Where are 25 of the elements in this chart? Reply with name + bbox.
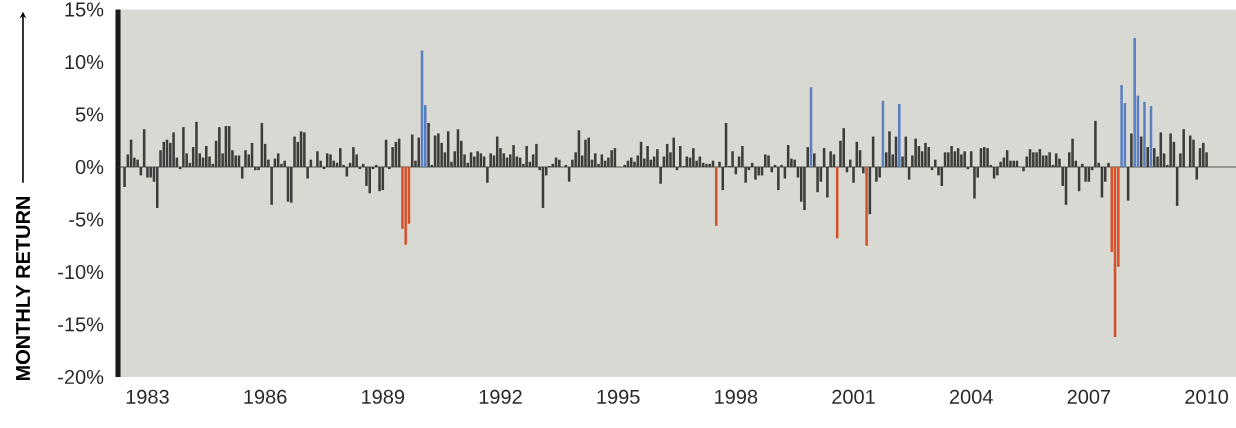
x-tick-label: 2007 — [1067, 389, 1111, 404]
bar — [865, 167, 868, 246]
y-tick-label: 10% — [65, 54, 104, 70]
x-tick-label: 1989 — [362, 389, 405, 404]
bar — [404, 167, 407, 245]
y-axis-title: MONTHLY RETURN — [15, 196, 31, 381]
x-tick-label: 1995 — [597, 389, 640, 404]
bar — [1133, 37, 1136, 168]
y-tick-label: -10% — [58, 264, 104, 280]
x-tick-label: 2001 — [832, 389, 875, 404]
x-tick-label: 1983 — [126, 389, 169, 404]
y-tick-label: 5% — [75, 107, 104, 122]
y-tick-label: 15% — [65, 2, 104, 17]
x-tick-label: 1992 — [479, 389, 522, 404]
x-tick-label: 2010 — [1185, 389, 1229, 404]
y-tick-label: -5% — [69, 212, 104, 227]
y-tick-label: 0% — [75, 159, 104, 175]
bar — [1143, 101, 1146, 168]
bar — [898, 104, 901, 168]
x-tick-label: 2004 — [949, 389, 993, 404]
x-tick-label: 1998 — [715, 389, 758, 404]
y-tick-label: -20% — [58, 369, 104, 385]
y-tick-label: -15% — [58, 317, 104, 332]
bar — [1120, 85, 1123, 168]
x-tick-label: 1986 — [244, 389, 287, 404]
